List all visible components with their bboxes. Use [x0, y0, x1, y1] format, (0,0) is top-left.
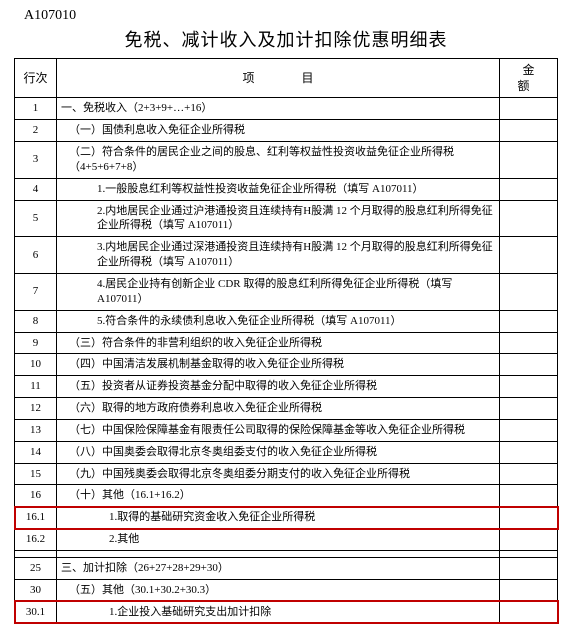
col-header-num: 行次 [15, 59, 57, 98]
table-row: 16（十）其他（16.1+16.2） [15, 485, 558, 507]
row-number: 4 [15, 178, 57, 200]
row-amount [500, 200, 558, 237]
row-amount [500, 419, 558, 441]
row-number: 16.2 [15, 529, 57, 551]
row-item: 一、免税收入（2+3+9+…+16） [57, 98, 500, 120]
row-amount [500, 354, 558, 376]
table-row: 2（一）国债利息收入免征企业所得税 [15, 120, 558, 142]
table-row: 16.22.其他 [15, 529, 558, 551]
row-amount [500, 463, 558, 485]
table-row: 11（五）投资者从证券投资基金分配中取得的收入免征企业所得税 [15, 376, 558, 398]
row-amount [500, 601, 558, 623]
table-row: 30（五）其他（30.1+30.2+30.3） [15, 579, 558, 601]
row-amount [500, 507, 558, 529]
table-row: 10（四）中国清洁发展机制基金取得的收入免征企业所得税 [15, 354, 558, 376]
row-item: （八）中国奥委会取得北京冬奥组委支付的收入免征企业所得税 [57, 441, 500, 463]
row-item: 1.企业投入基础研究支出加计扣除 [57, 601, 500, 623]
row-number: 14 [15, 441, 57, 463]
row-number: 25 [15, 557, 57, 579]
table-row: 41.一般股息红利等权益性投资收益免征企业所得税（填写 A107011） [15, 178, 558, 200]
row-number: 6 [15, 237, 57, 274]
row-number: 8 [15, 310, 57, 332]
row-number: 30 [15, 579, 57, 601]
row-number: 12 [15, 398, 57, 420]
row-amount [500, 398, 558, 420]
col-header-amount: 金 额 [500, 59, 558, 98]
header-row: 行次 项 目 金 额 [15, 59, 558, 98]
row-item: 4.居民企业持有创新企业 CDR 取得的股息红利所得免征企业所得税（填写 A10… [57, 273, 500, 310]
table-row: 74.居民企业持有创新企业 CDR 取得的股息红利所得免征企业所得税（填写 A1… [15, 273, 558, 310]
row-number: 11 [15, 376, 57, 398]
table-row: 3（二）符合条件的居民企业之间的股息、红利等权益性投资收益免征企业所得税（4+5… [15, 142, 558, 179]
row-number: 16 [15, 485, 57, 507]
row-amount [500, 178, 558, 200]
row-amount [500, 441, 558, 463]
row-item: （五）其他（30.1+30.2+30.3） [57, 579, 500, 601]
row-amount [500, 273, 558, 310]
row-item: （四）中国清洁发展机制基金取得的收入免征企业所得税 [57, 354, 500, 376]
row-item: 1.一般股息红利等权益性投资收益免征企业所得税（填写 A107011） [57, 178, 500, 200]
row-item: （六）取得的地方政府债券利息收入免征企业所得税 [57, 398, 500, 420]
row-number: 13 [15, 419, 57, 441]
form-title: 免税、减计收入及加计扣除优惠明细表 [14, 26, 558, 52]
row-item: （五）投资者从证券投资基金分配中取得的收入免征企业所得税 [57, 376, 500, 398]
row-number: 30.1 [15, 601, 57, 623]
row-amount [500, 485, 558, 507]
col-header-item: 项 目 [57, 59, 500, 98]
table-row: 30.11.企业投入基础研究支出加计扣除 [15, 601, 558, 623]
table-row: 13（七）中国保险保障基金有限责任公司取得的保险保障基金等收入免征企业所得税 [15, 419, 558, 441]
form-code: A107010 [24, 8, 558, 24]
row-amount [500, 579, 558, 601]
table-row: 14（八）中国奥委会取得北京冬奥组委支付的收入免征企业所得税 [15, 441, 558, 463]
row-number: 5 [15, 200, 57, 237]
row-amount [500, 332, 558, 354]
row-item: 3.内地居民企业通过深港通投资且连续持有H股满 12 个月取得的股息红利所得免征… [57, 237, 500, 274]
table-row: 52.内地居民企业通过沪港通投资且连续持有H股满 12 个月取得的股息红利所得免… [15, 200, 558, 237]
table-row: 12（六）取得的地方政府债券利息收入免征企业所得税 [15, 398, 558, 420]
row-amount [500, 529, 558, 551]
row-amount [500, 376, 558, 398]
table-row: 63.内地居民企业通过深港通投资且连续持有H股满 12 个月取得的股息红利所得免… [15, 237, 558, 274]
row-item: （九）中国残奥委会取得北京冬奥组委分期支付的收入免征企业所得税 [57, 463, 500, 485]
row-amount [500, 120, 558, 142]
table-row: 16.11.取得的基础研究资金收入免征企业所得税 [15, 507, 558, 529]
row-item: （二）符合条件的居民企业之间的股息、红利等权益性投资收益免征企业所得税（4+5+… [57, 142, 500, 179]
row-item: 三、加计扣除（26+27+28+29+30） [57, 557, 500, 579]
row-item: 2.内地居民企业通过沪港通投资且连续持有H股满 12 个月取得的股息红利所得免征… [57, 200, 500, 237]
row-item: 1.取得的基础研究资金收入免征企业所得税 [57, 507, 500, 529]
row-number: 1 [15, 98, 57, 120]
row-number: 9 [15, 332, 57, 354]
table-row: 25三、加计扣除（26+27+28+29+30） [15, 557, 558, 579]
table-row: 1一、免税收入（2+3+9+…+16） [15, 98, 558, 120]
row-number: 7 [15, 273, 57, 310]
table-row: 9（三）符合条件的非营利组织的收入免征企业所得税 [15, 332, 558, 354]
row-item: 2.其他 [57, 529, 500, 551]
row-number: 10 [15, 354, 57, 376]
row-amount [500, 557, 558, 579]
table-row: 15（九）中国残奥委会取得北京冬奥组委分期支付的收入免征企业所得税 [15, 463, 558, 485]
row-amount [500, 98, 558, 120]
row-item: 5.符合条件的永续债利息收入免征企业所得税（填写 A107011） [57, 310, 500, 332]
row-number: 2 [15, 120, 57, 142]
row-item: （七）中国保险保障基金有限责任公司取得的保险保障基金等收入免征企业所得税 [57, 419, 500, 441]
row-amount [500, 237, 558, 274]
row-number: 16.1 [15, 507, 57, 529]
row-amount [500, 142, 558, 179]
row-item: （一）国债利息收入免征企业所得税 [57, 120, 500, 142]
row-item: （三）符合条件的非营利组织的收入免征企业所得税 [57, 332, 500, 354]
row-number: 3 [15, 142, 57, 179]
detail-table: 行次 项 目 金 额 1一、免税收入（2+3+9+…+16）2（一）国债利息收入… [14, 58, 558, 623]
row-item: （十）其他（16.1+16.2） [57, 485, 500, 507]
table-row: 85.符合条件的永续债利息收入免征企业所得税（填写 A107011） [15, 310, 558, 332]
row-number: 15 [15, 463, 57, 485]
spacer-row [15, 550, 558, 557]
row-amount [500, 310, 558, 332]
